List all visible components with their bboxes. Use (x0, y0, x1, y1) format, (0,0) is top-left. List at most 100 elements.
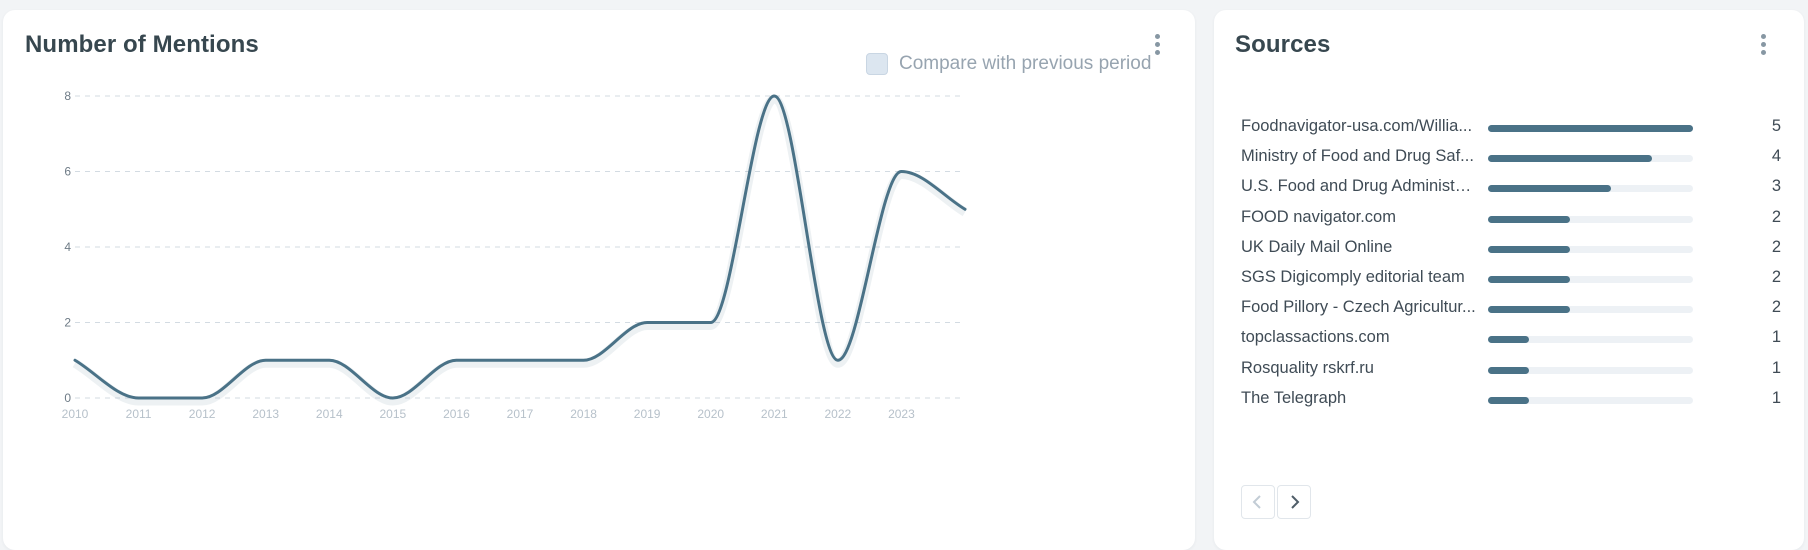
source-row[interactable]: Rosquality rskrf.ru 1 (1241, 356, 1781, 386)
source-bar-fill (1488, 245, 1570, 253)
x-tick-label: 2011 (126, 407, 152, 421)
previous-page-button[interactable] (1241, 485, 1275, 519)
data-point (199, 395, 205, 401)
source-row[interactable]: Ministry of Food and Drug Saf... 4 (1241, 144, 1781, 174)
source-bar-fill (1488, 215, 1570, 223)
source-name[interactable]: Foodnavigator-usa.com/Willia... (1241, 117, 1473, 135)
source-bar-fill (1488, 275, 1570, 283)
source-row[interactable]: Foodnavigator-usa.com/Willia... 5 (1241, 114, 1781, 144)
mentions-menu-kebab-icon[interactable] (1151, 34, 1163, 56)
data-point (263, 357, 269, 363)
source-row[interactable]: Food Pillory - Czech Agricultur... 2 (1241, 295, 1781, 325)
mentions-series-line (73, 94, 967, 400)
source-count: 3 (1771, 177, 1781, 196)
source-bar-track (1488, 245, 1693, 253)
source-bar-track (1488, 366, 1693, 374)
source-count: 2 (1771, 207, 1781, 226)
x-tick-label: 2015 (380, 407, 407, 421)
source-bar-track (1488, 396, 1693, 404)
source-count: 2 (1771, 298, 1781, 317)
x-tick-label: 2012 (189, 407, 216, 421)
data-point (72, 357, 78, 363)
compare-label: Compare with previous period (899, 53, 1152, 74)
mentions-card: Number of Mentions Compare with previous… (3, 10, 1195, 550)
source-bar-track (1488, 306, 1693, 314)
source-bar-track (1488, 125, 1693, 132)
x-tick-label: 2014 (316, 407, 343, 421)
data-point (517, 357, 523, 363)
source-bar-track (1488, 185, 1693, 193)
source-count: 1 (1771, 328, 1781, 347)
y-tick-label: 6 (64, 165, 71, 179)
x-tick-label: 2013 (252, 407, 279, 421)
source-row[interactable]: UK Daily Mail Online 2 (1241, 235, 1781, 265)
source-bar-track (1488, 336, 1693, 344)
source-name[interactable]: Rosquality rskrf.ru (1241, 358, 1374, 377)
data-point (962, 206, 968, 212)
source-name[interactable]: FOOD navigator.com (1241, 207, 1396, 226)
source-row[interactable]: U.S. Food and Drug Administra... 3 (1241, 174, 1781, 204)
source-name[interactable]: SGS Digicomply editorial team (1241, 267, 1465, 286)
source-name[interactable]: UK Daily Mail Online (1241, 237, 1393, 256)
x-tick-label: 2018 (570, 407, 597, 421)
chevron-left-icon (1252, 495, 1261, 509)
data-point (390, 395, 396, 401)
series-line-shadow (72, 94, 968, 406)
x-tick-label: 2021 (761, 407, 788, 421)
x-tick-label: 2020 (697, 407, 724, 421)
source-row[interactable]: FOOD navigator.com 2 (1241, 205, 1781, 235)
source-row[interactable]: The Telegraph 1 (1241, 386, 1781, 416)
sources-menu-kebab-icon[interactable] (1757, 34, 1769, 56)
compare-checkbox[interactable] (866, 53, 888, 75)
next-page-button[interactable] (1277, 485, 1311, 519)
sources-card: Sources Foodnavigator-usa.com/Willia... 5… (1214, 10, 1804, 550)
x-tick-label: 2019 (634, 407, 661, 421)
data-point (453, 357, 459, 363)
y-tick-label: 0 (64, 391, 71, 405)
mentions-line-chart: 0 2 4 6 8 2010 2011 2012 2013 2014 2015 2016 2017 201… (62, 89, 968, 421)
data-point (898, 169, 904, 175)
source-bar-fill (1488, 366, 1529, 374)
source-name[interactable]: The Telegraph (1241, 388, 1347, 407)
source-count: 4 (1771, 147, 1781, 166)
data-point (771, 93, 777, 99)
sources-title: Sources (1235, 31, 1331, 58)
source-count: 2 (1771, 267, 1781, 286)
source-row[interactable]: SGS Digicomply editorial team 2 (1241, 265, 1781, 295)
source-row[interactable]: topclassactions.com 1 (1241, 325, 1781, 355)
source-bar-track (1488, 275, 1693, 283)
source-name[interactable]: Ministry of Food and Drug Saf... (1241, 147, 1474, 166)
y-tick-label: 8 (64, 89, 71, 103)
source-bar-fill (1488, 155, 1652, 163)
source-bar-track (1488, 215, 1693, 223)
source-count: 1 (1771, 388, 1781, 407)
data-point (708, 320, 714, 326)
data-point (136, 395, 142, 401)
x-tick-label: 2017 (507, 407, 534, 421)
data-point (644, 320, 650, 326)
source-name[interactable]: U.S. Food and Drug Administra... (1241, 177, 1476, 196)
source-bar-fill (1488, 336, 1529, 344)
source-bar-fill (1488, 125, 1693, 132)
y-tick-label: 4 (64, 240, 71, 254)
source-name[interactable]: topclassactions.com (1241, 328, 1390, 347)
data-point (581, 357, 587, 363)
source-count: 1 (1771, 358, 1781, 377)
source-bar-fill (1488, 185, 1611, 193)
mentions-title: Number of Mentions (25, 31, 259, 58)
x-tick-label: 2010 (62, 407, 89, 421)
y-tick-label: 2 (64, 316, 71, 330)
source-count: 5 (1771, 117, 1781, 135)
source-bar-track (1488, 155, 1693, 163)
x-tick-label: 2016 (443, 407, 470, 421)
source-bar-fill (1488, 306, 1570, 314)
x-tick-label: 2022 (825, 407, 852, 421)
source-count: 2 (1771, 237, 1781, 256)
data-point (835, 357, 841, 363)
chevron-right-icon (1291, 495, 1300, 509)
data-point (326, 357, 332, 363)
compare-previous-period-toggle[interactable]: Compare with previous period (866, 52, 1151, 76)
sources-list: Foodnavigator-usa.com/Willia... 5 Ministry… (1241, 114, 1781, 416)
x-tick-label: 2023 (888, 407, 915, 421)
source-name[interactable]: Food Pillory - Czech Agricultur... (1241, 298, 1476, 317)
